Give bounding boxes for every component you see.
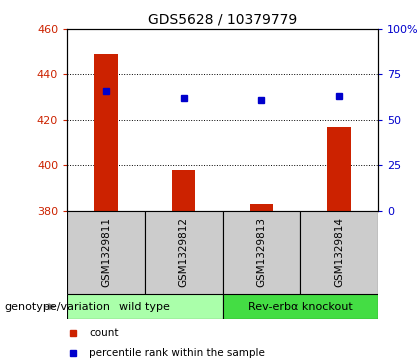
Text: GSM1329812: GSM1329812 <box>179 217 189 287</box>
Text: genotype/variation: genotype/variation <box>4 302 110 312</box>
Bar <box>223 211 300 294</box>
Text: wild type: wild type <box>119 302 171 312</box>
Text: percentile rank within the sample: percentile rank within the sample <box>89 348 265 358</box>
Bar <box>67 294 223 319</box>
Text: GSM1329814: GSM1329814 <box>334 217 344 287</box>
Text: Rev-erbα knockout: Rev-erbα knockout <box>248 302 353 312</box>
Text: GSM1329811: GSM1329811 <box>101 217 111 287</box>
Text: count: count <box>89 328 118 338</box>
Text: GSM1329813: GSM1329813 <box>257 217 266 287</box>
Bar <box>94 54 118 211</box>
Bar <box>172 170 195 211</box>
Bar <box>67 211 145 294</box>
Bar <box>145 211 223 294</box>
Bar <box>300 211 378 294</box>
Title: GDS5628 / 10379779: GDS5628 / 10379779 <box>148 12 297 26</box>
Bar <box>250 204 273 211</box>
Bar <box>223 294 378 319</box>
Bar <box>328 127 351 211</box>
